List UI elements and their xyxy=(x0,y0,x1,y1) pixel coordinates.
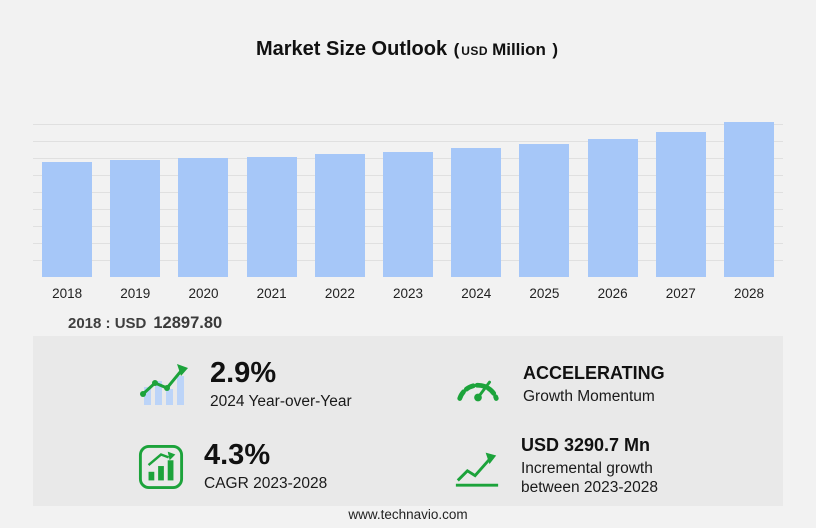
bar-column xyxy=(33,112,101,277)
x-tick-2023: 2023 xyxy=(393,286,424,301)
x-tick-2022: 2022 xyxy=(324,286,355,301)
stat-cagr-value: 4.3% xyxy=(204,438,271,471)
x-tick-2027: 2027 xyxy=(665,286,696,301)
bar-chart: 2018 2019 2020 2021 2022 2023 2024 2025 2026 2027… xyxy=(33,112,783,301)
unit-label: Million xyxy=(492,40,546,59)
bar-column xyxy=(169,112,237,277)
bar-column xyxy=(442,112,510,277)
bar-column xyxy=(101,112,169,277)
incremental-growth-icon xyxy=(453,445,501,489)
website-url: www.technavio.com xyxy=(348,507,468,522)
bar-2022 xyxy=(314,154,365,277)
stat-incremental-value: USD 3290.7 Mn xyxy=(521,434,651,455)
stat-incremental-text: USD 3290.7 Mn Incremental growth between… xyxy=(521,434,711,498)
speedometer-icon xyxy=(453,366,503,404)
stat-cagr-text: 4.3% CAGR 2023-2028 xyxy=(204,438,328,494)
stat-momentum: ACCELERATING Growth Momentum xyxy=(453,362,763,406)
bar-2018 xyxy=(42,161,93,277)
x-tick-2028: 2028 xyxy=(733,286,764,301)
stats-panel: 2.9% 2024 Year-over-Year ACCELERATING Gr… xyxy=(33,336,783,506)
paren-close: ) xyxy=(552,40,559,59)
stat-incremental: USD 3290.7 Mn Incremental growth between… xyxy=(453,434,763,498)
x-tick-2021: 2021 xyxy=(256,286,287,301)
chart-title-main: Market Size Outlook xyxy=(255,38,448,60)
bar-column xyxy=(579,112,647,277)
stat-momentum-label: Growth Momentum xyxy=(523,387,655,405)
stat-cagr: 4.3% CAGR 2023-2028 xyxy=(138,438,408,494)
bar-2025 xyxy=(519,143,570,277)
base-year-value: 12897.80 xyxy=(153,314,223,332)
x-tick-2020: 2020 xyxy=(188,286,219,301)
bar-plot xyxy=(33,112,783,277)
bar-column xyxy=(715,112,783,277)
currency-label: USD xyxy=(461,44,489,58)
bar-2020 xyxy=(178,158,229,277)
x-tick-2019: 2019 xyxy=(120,286,151,301)
bar-2027 xyxy=(655,131,706,277)
bar-2019 xyxy=(110,159,161,277)
cagr-chart-icon xyxy=(138,444,184,490)
base-year-label: 2018 : USD xyxy=(68,315,147,332)
bar-column xyxy=(306,112,374,277)
bar-2028 xyxy=(723,122,774,277)
stat-momentum-value: ACCELERATING xyxy=(523,362,665,383)
paren-open: ( xyxy=(453,40,460,59)
x-axis-labels: 2018 2019 2020 2021 2022 2023 2024 2025 2026 2027… xyxy=(33,286,783,301)
base-year-annotation: 2018 : USD 12897.80 xyxy=(68,314,222,333)
yoy-bar-chart-icon xyxy=(138,361,190,409)
bar-column xyxy=(510,112,578,277)
stat-incremental-label: Incremental growth between 2023-2028 xyxy=(521,459,659,497)
stat-yoy-text: 2.9% 2024 Year-over-Year xyxy=(210,358,352,412)
stat-yoy-label: 2024 Year-over-Year xyxy=(210,393,352,411)
stat-momentum-text: ACCELERATING Growth Momentum xyxy=(523,362,665,406)
bar-column xyxy=(647,112,715,277)
bar-column xyxy=(374,112,442,277)
stat-cagr-label: CAGR 2023-2028 xyxy=(204,475,328,493)
bar-2026 xyxy=(587,138,638,277)
bar-2023 xyxy=(383,151,434,277)
bar-column xyxy=(238,112,306,277)
stat-yoy: 2.9% 2024 Year-over-Year xyxy=(138,358,408,412)
bar-2024 xyxy=(451,147,502,277)
x-tick-2025: 2025 xyxy=(529,286,560,301)
x-tick-2026: 2026 xyxy=(597,286,628,301)
stat-yoy-value: 2.9% xyxy=(210,357,277,389)
bar-2021 xyxy=(246,156,297,277)
x-tick-2024: 2024 xyxy=(461,286,492,301)
chart-title: Market Size Outlook (USD Million ) xyxy=(0,38,816,61)
x-tick-2018: 2018 xyxy=(52,286,83,301)
